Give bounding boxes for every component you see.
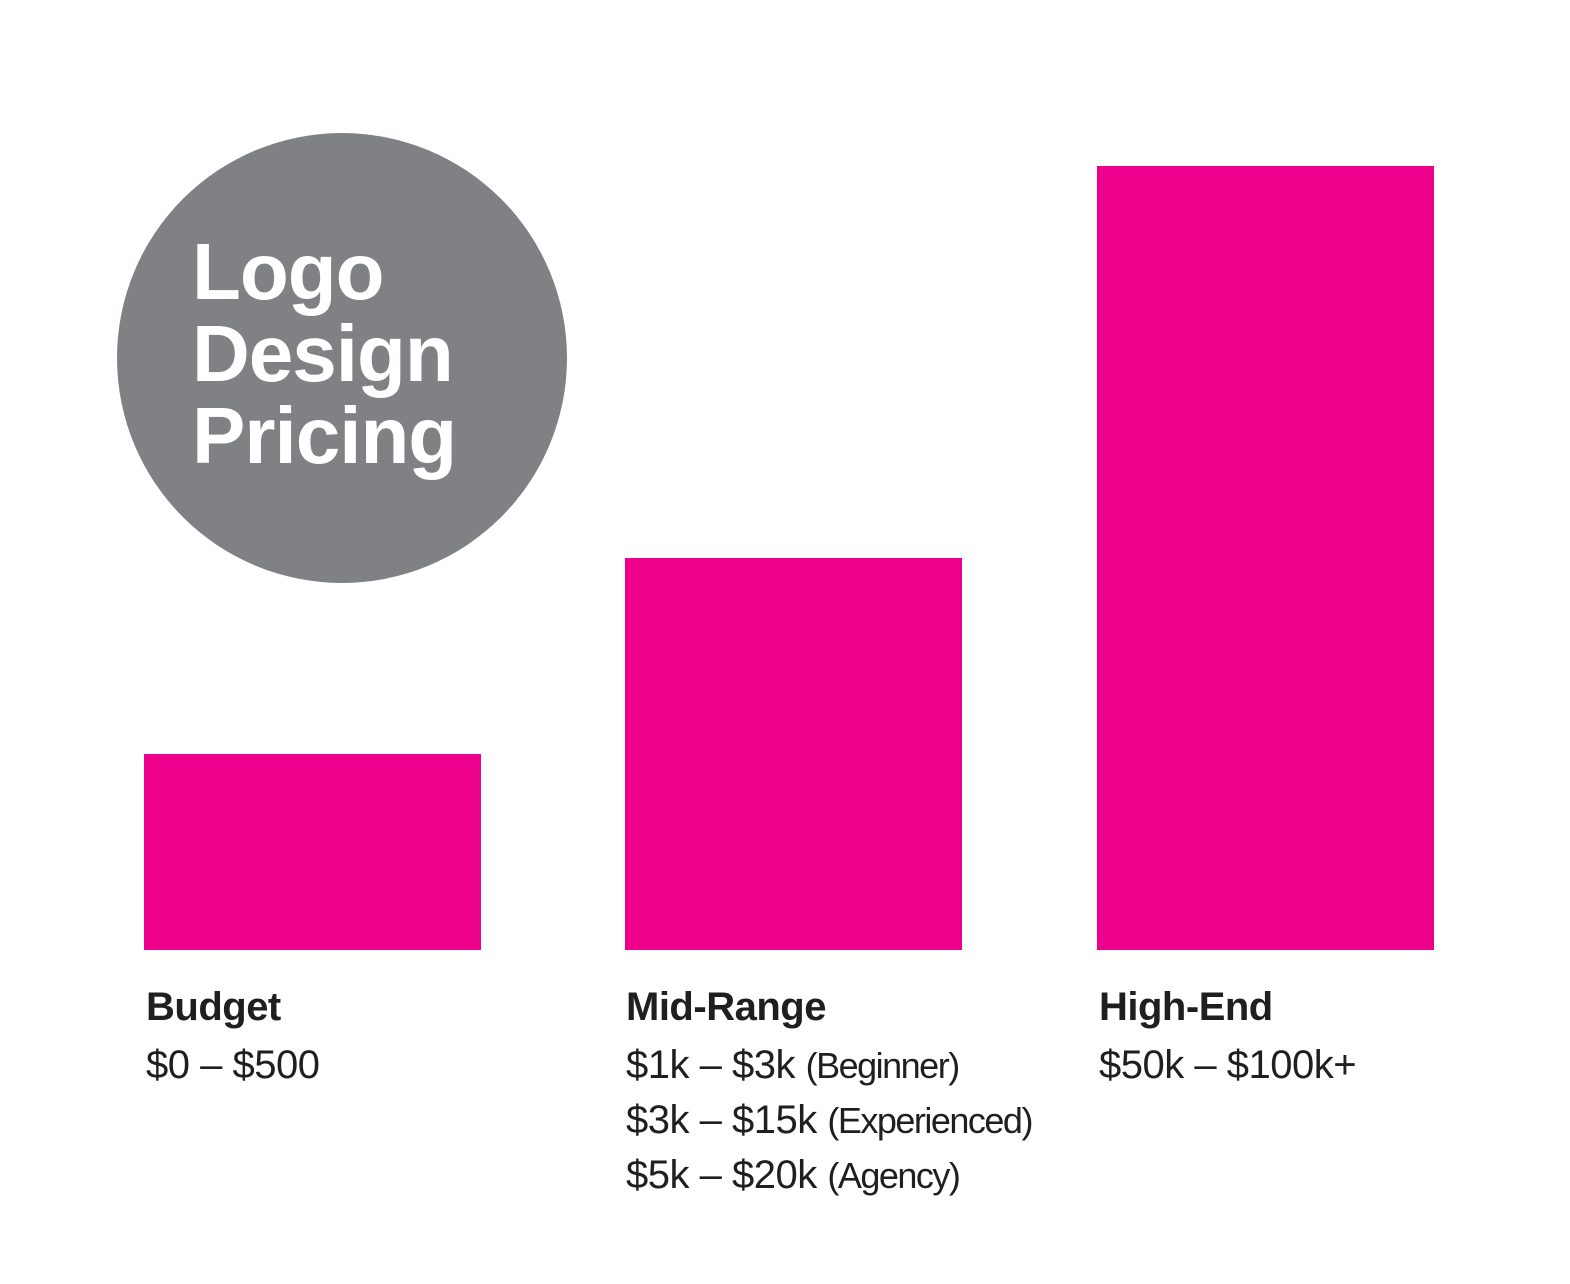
price-range: $1k – $3k (Beginner) bbox=[626, 1038, 1032, 1093]
category-high-end: High-End $50k – $100k+ bbox=[1099, 984, 1357, 1093]
category-budget: Budget $0 – $500 bbox=[146, 984, 320, 1093]
chart-title-line-1: Logo bbox=[192, 227, 384, 316]
chart-title-line-3: Pricing bbox=[192, 391, 457, 480]
category-label: Mid-Range bbox=[626, 985, 826, 1029]
bar-mid-range bbox=[625, 558, 962, 950]
price-range-value: $3k – $15k bbox=[626, 1098, 817, 1142]
price-range-note: (Beginner) bbox=[805, 1045, 961, 1086]
bar-high-end bbox=[1097, 166, 1434, 950]
price-range-note: (Agency) bbox=[827, 1155, 961, 1196]
price-range: $3k – $15k (Experienced) bbox=[626, 1093, 1033, 1148]
bar-budget bbox=[144, 754, 481, 950]
price-range: $50k – $100k+ bbox=[1099, 1038, 1357, 1093]
price-range-value: $50k – $100k+ bbox=[1099, 1043, 1357, 1087]
price-range-note: (Experienced) bbox=[827, 1100, 1033, 1141]
category-label: High-End bbox=[1099, 985, 1273, 1029]
price-range: $5k – $20k (Agency) bbox=[626, 1148, 1032, 1203]
category-label: Budget bbox=[146, 985, 281, 1029]
chart-title-line-2: Design bbox=[192, 309, 454, 398]
title-badge bbox=[117, 133, 567, 583]
price-range: $0 – $500 bbox=[146, 1038, 320, 1093]
category-mid-range: Mid-Range $1k – $3k (Beginner) $3k – $15… bbox=[626, 984, 1033, 1203]
price-range-value: $5k – $20k bbox=[626, 1153, 817, 1197]
price-range-value: $0 – $500 bbox=[146, 1043, 320, 1087]
price-range-value: $1k – $3k bbox=[626, 1043, 795, 1087]
